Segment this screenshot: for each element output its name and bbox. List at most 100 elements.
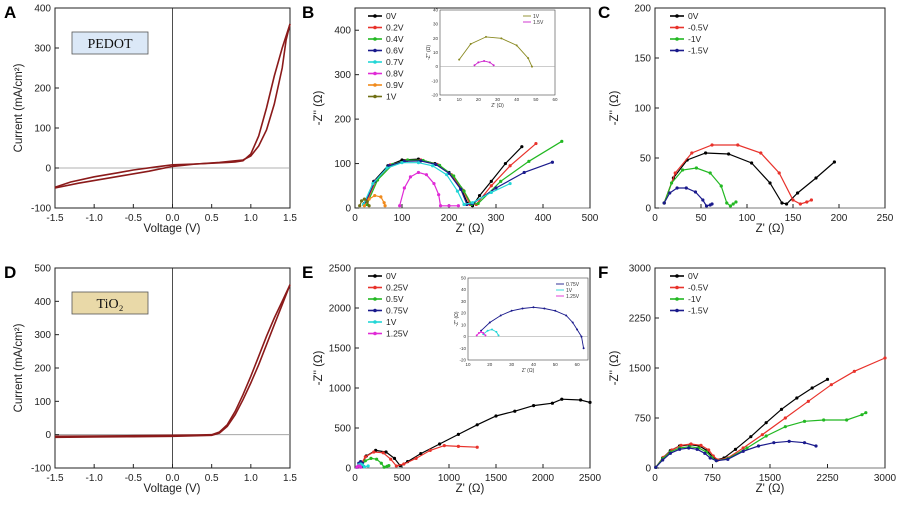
panel-c-ylabel: -Z'' (Ω) <box>609 90 621 125</box>
panel-c-legend-marker <box>675 25 679 30</box>
panel-c-data-point <box>694 166 699 170</box>
panel-f-legend-label: -1.5V <box>688 306 709 316</box>
panel-b-legend-label: 0.9V <box>386 80 404 90</box>
panel-b-data-point <box>527 159 531 163</box>
panel-e-inset-data-point <box>554 309 557 312</box>
panel-b-data-point <box>358 204 362 208</box>
panel-b-inset-data-point <box>531 65 533 68</box>
panel-b-data-point <box>430 164 435 168</box>
panel-b-inset-data-point <box>492 64 495 67</box>
panel-c-data-point <box>777 171 781 175</box>
panel-b-inset-legend-label: 1.5V <box>533 20 544 26</box>
panel-b-xtick-label: 300 <box>488 213 505 224</box>
panel-d-series-line-1 <box>54 284 291 439</box>
panel-b-legend-label: 0.7V <box>386 57 404 67</box>
panel-f-data-point <box>687 446 691 450</box>
panel-f-legend-marker <box>675 297 679 301</box>
panel-e-data-point <box>588 400 592 404</box>
panel-f-data-point <box>783 425 787 429</box>
panel-e-data-point <box>363 459 367 463</box>
panel-c-xtick-label: 50 <box>695 213 707 224</box>
panel-b-inset-ytick-label: 30 <box>433 22 439 27</box>
panel-b-inset-ytick-label: 20 <box>433 36 439 41</box>
panel-f-data-point <box>883 356 887 360</box>
panel-f-data-point <box>779 407 784 411</box>
panel-a-xtick-label: -1.5 <box>46 213 64 224</box>
panel-e-inset-data-point <box>495 330 498 333</box>
panel-b-inset-ylabel: -Z'' (Ω) <box>426 45 432 60</box>
panel-b-xlabel: Z' (Ω) <box>456 223 485 235</box>
panel-b-data-point <box>447 204 451 208</box>
panel-e-inset-data-point <box>497 334 500 337</box>
panel-a-ytick-label: 300 <box>34 44 51 55</box>
panel-b-legend-marker <box>373 14 377 18</box>
panel-b-data-point <box>489 179 493 183</box>
panel-c-data-point <box>814 176 818 180</box>
panel-f-data-point <box>699 443 703 447</box>
panel-c-data-point <box>768 181 772 185</box>
panel-c-data-point <box>809 198 814 202</box>
panel-b-data-point <box>445 173 449 177</box>
panel-f-data-point <box>708 456 712 460</box>
panel-e-inset-data-point <box>582 347 585 350</box>
panel-f-data-point <box>714 459 718 463</box>
panel-e-data-point <box>382 465 386 469</box>
panel-e-inset-data-point <box>532 306 535 309</box>
panel-e-legend-marker <box>373 297 377 301</box>
panel-d-xtick-label: 0.5 <box>205 473 219 484</box>
panel-b-legend-label: 0.8V <box>386 69 404 79</box>
panel-e-data-point <box>414 456 418 460</box>
panel-a-xtick-label: 0.0 <box>166 213 180 224</box>
panel-e-data-point <box>392 456 397 460</box>
panel-a: -1.5 -1.0 -0.5 0.0 0.5 1.0 1.5 -100 0 100 200 300 40… <box>4 3 297 235</box>
panel-f-data-point <box>802 419 807 423</box>
panel-b-data-point <box>379 195 383 199</box>
panel-e-inset-data-point <box>484 334 487 337</box>
panel-c-series-line-1 <box>663 144 812 205</box>
panel-e-legend-label: 0.25V <box>386 283 409 293</box>
panel-b-legend-marker <box>373 25 377 30</box>
panel-b-data-point <box>462 189 466 193</box>
panel-c-data-point <box>693 190 698 194</box>
panel-f-data-point <box>703 451 707 455</box>
panel-b-ytick-label: 200 <box>334 115 351 126</box>
panel-b-panel-label: B <box>302 3 314 22</box>
panel-e-inset-frame <box>467 277 589 361</box>
panel-e-inset-xtick-label: 10 <box>465 362 471 367</box>
panel-d-ylabel: Current (mA/cm²) <box>13 323 25 412</box>
panel-e-data-point <box>475 423 479 427</box>
panel-c-data-point <box>673 171 677 175</box>
panel-e-inset-data-point <box>486 329 489 332</box>
panel-b-data-point <box>437 193 441 197</box>
panel-b-data-point <box>382 201 386 205</box>
panel-e-data-point <box>456 444 460 448</box>
panel-f-data-point <box>760 433 764 437</box>
panel-e-data-point <box>362 465 366 469</box>
panel-b-data-point <box>489 190 493 195</box>
panel-c-series-line-3 <box>663 187 713 207</box>
panel-f-ylabel: -Z'' (Ω) <box>609 350 621 385</box>
panel-e-ytick-label: 2000 <box>329 304 352 315</box>
panel-e-data-point <box>360 463 365 467</box>
panel-c-data-point <box>710 202 714 206</box>
panel-d: -1.5 -1.0 -0.5 0.0 0.5 1.0 1.5 -100 0 100 200 300 40… <box>4 263 297 495</box>
panel-f-ytick-label: 750 <box>634 414 651 425</box>
panel-b-data-point <box>499 179 503 183</box>
panel-f-legend-label: -1V <box>688 294 702 304</box>
panel-f-xtick-label: 1500 <box>759 473 782 484</box>
panel-e-inset-legend-label: 1V <box>566 288 573 294</box>
panel-b-inset-ytick-label: -10 <box>431 78 438 83</box>
panel-c-legend-label: -0.5V <box>688 23 709 33</box>
panel-b-data-point <box>432 181 436 186</box>
panel-b-inset-xtick-label: 60 <box>552 97 558 102</box>
panel-f-data-point <box>845 418 849 422</box>
panel-c-data-point <box>708 171 712 175</box>
panel-b-series-line-0 <box>363 146 523 207</box>
panel-c-xtick-label: 100 <box>739 213 756 224</box>
panel-d-xtick-label: 1.5 <box>283 473 297 484</box>
panel-a-ylabel: Current (mA/cm²) <box>13 63 25 152</box>
panel-e-data-point <box>579 398 583 402</box>
panel-f-panel-label: F <box>598 263 608 282</box>
panel-b-data-point <box>459 187 463 191</box>
panel-b-xtick-label: 400 <box>535 213 552 224</box>
